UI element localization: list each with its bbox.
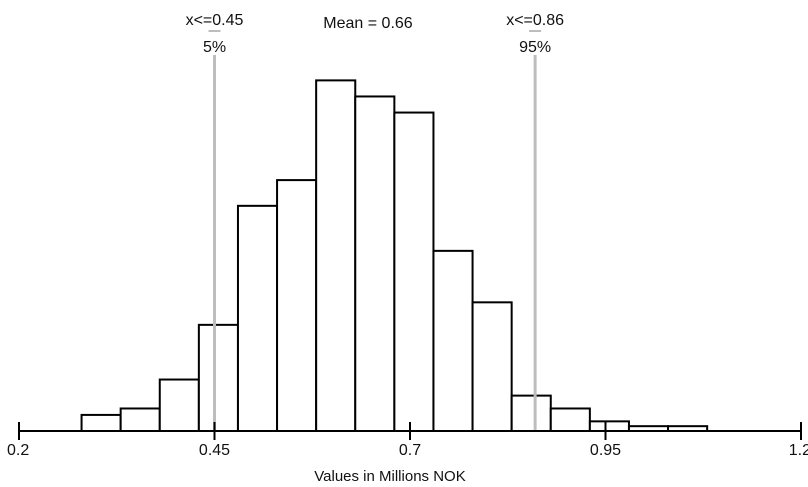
percentile-pct-label-1: 95%	[519, 39, 551, 56]
histogram-bar-3	[197, 323, 239, 433]
histogram-bar-10	[471, 301, 513, 433]
histogram-bar-6	[315, 79, 357, 432]
x-tick-label-4: 1.2	[789, 442, 808, 459]
histogram-bar-2	[158, 378, 200, 432]
percentile-pct-label-0: 5%	[203, 39, 226, 56]
mean-label: Mean = 0.66	[323, 15, 413, 32]
histogram-bar-0	[80, 413, 122, 432]
histogram-bar-4	[236, 204, 279, 432]
x-tick-label-2: 0.7	[399, 442, 421, 459]
histogram-bar-9	[432, 249, 474, 432]
x-tick-label-3: 0.95	[590, 442, 621, 459]
percentile-label-0: x<=0.45	[186, 12, 244, 29]
x-axis: 0.2 0.45 0.7 0.95 1.2	[7, 422, 808, 459]
histogram-bar-12	[549, 407, 591, 433]
percentile-markers: x<=0.45 5% x<=0.86 95%	[186, 12, 564, 431]
histogram-bar-8	[393, 111, 435, 433]
histogram-bar-1	[119, 407, 161, 433]
x-axis-label: Values in Millions NOK	[314, 468, 465, 485]
histogram-bar-11	[510, 394, 552, 433]
histogram-bars	[80, 79, 709, 433]
histogram-bar-13	[588, 420, 630, 433]
x-tick-label-0: 0.2	[7, 442, 29, 459]
histogram-bar-5	[276, 179, 318, 432]
percentile-label-1: x<=0.86	[506, 12, 564, 29]
x-tick-label-1: 0.45	[199, 442, 230, 459]
histogram-bar-7	[354, 95, 396, 432]
